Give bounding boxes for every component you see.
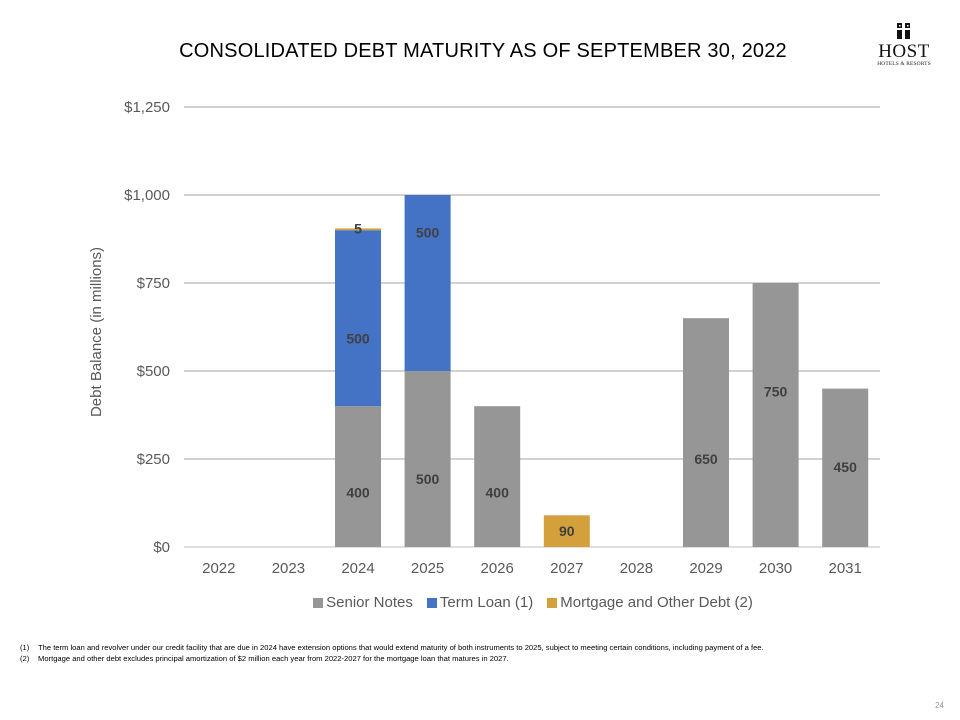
data-label: 500 (416, 471, 440, 487)
page-title: CONSOLIDATED DEBT MATURITY AS OF SEPTEMB… (179, 40, 787, 62)
data-label: 400 (486, 484, 510, 500)
legend-label: Senior Notes (326, 594, 413, 611)
x-tick-label: 2028 (620, 560, 653, 577)
y-tick-label: $1,000 (124, 187, 170, 204)
legend-item-mortgage: Mortgage and Other Debt (2) (547, 594, 753, 611)
bar-senior-notes-2024 (335, 406, 381, 547)
bar-term-loan-2024 (335, 230, 381, 407)
legend-item-senior-notes: Senior Notes (313, 594, 413, 611)
y-tick-label: $0 (153, 539, 170, 556)
data-label: 5 (354, 220, 362, 236)
footnote-number: (2) (20, 653, 30, 663)
data-label: 90 (559, 523, 575, 539)
bar-senior-notes-2025 (404, 371, 451, 547)
logo-subtitle: HOTELS & RESORTS (877, 61, 931, 67)
data-label: 500 (346, 330, 370, 346)
footnote-text: The term loan and revolver under our cre… (38, 643, 764, 652)
x-tick-label: 2030 (759, 560, 792, 577)
data-label: 500 (416, 225, 440, 241)
legend-label: Term Loan (1) (439, 594, 534, 611)
bar-senior-notes-2031 (822, 388, 869, 547)
chart-legend: Senior Notes Term Loan (1) Mortgage and … (0, 594, 960, 611)
bar-mortgage-and-other-debt-2027 (543, 515, 590, 547)
x-tick-label: 2031 (829, 560, 862, 577)
page-number: 24 (935, 701, 944, 710)
footnote-text: Mortgage and other debt excludes princip… (38, 653, 509, 663)
legend-swatch (426, 597, 437, 608)
x-tick-label: 2029 (689, 560, 722, 577)
data-label: 400 (346, 484, 370, 500)
debt-maturity-chart: $0 $250 $500 $750 $1,000 $1,250 Debt Balance (… (88, 99, 880, 577)
y-tick-label: $500 (137, 363, 170, 380)
y-tick-label: $250 (137, 451, 170, 468)
bar-senior-notes-2030 (752, 283, 799, 547)
footnote-number: (1) (20, 643, 30, 652)
data-label: 650 (694, 451, 718, 467)
y-axis-title: Debt Balance (in millions) (88, 247, 105, 417)
x-tick-label: 2025 (411, 560, 444, 577)
bar-senior-notes-2029 (683, 318, 729, 547)
x-tick-label: 2026 (481, 560, 514, 577)
legend-item-term-loan: Term Loan (1) (426, 594, 534, 611)
legend-label: Mortgage and Other Debt (2) (560, 594, 753, 611)
x-tick-label: 2027 (550, 560, 583, 577)
footnote: (2) Mortgage and other debt excludes pri… (20, 654, 940, 665)
bar-senior-notes-2026 (474, 406, 521, 547)
y-tick-label: $750 (137, 275, 170, 292)
x-tick-label: 2023 (272, 560, 305, 577)
x-tick-label: 2022 (202, 560, 235, 577)
y-tick-label: $1,250 (124, 99, 170, 116)
footnote: (1) The term loan and revolver under our… (20, 643, 940, 654)
legend-swatch (547, 597, 558, 608)
data-label: 450 (834, 459, 858, 475)
legend-swatch (313, 597, 324, 608)
bar-mortgage-and-other-debt-2024 (335, 228, 381, 231)
logo-wordmark: HOST (878, 41, 930, 62)
bar-term-loan-2025 (404, 195, 451, 371)
footnotes: (1) The term loan and revolver under our… (20, 643, 940, 664)
x-tick-label: 2024 (341, 560, 374, 577)
data-label: 750 (764, 384, 788, 400)
host-logo: HOST HOTELS & RESORTS (870, 22, 938, 68)
host-logo-icon (897, 23, 910, 39)
